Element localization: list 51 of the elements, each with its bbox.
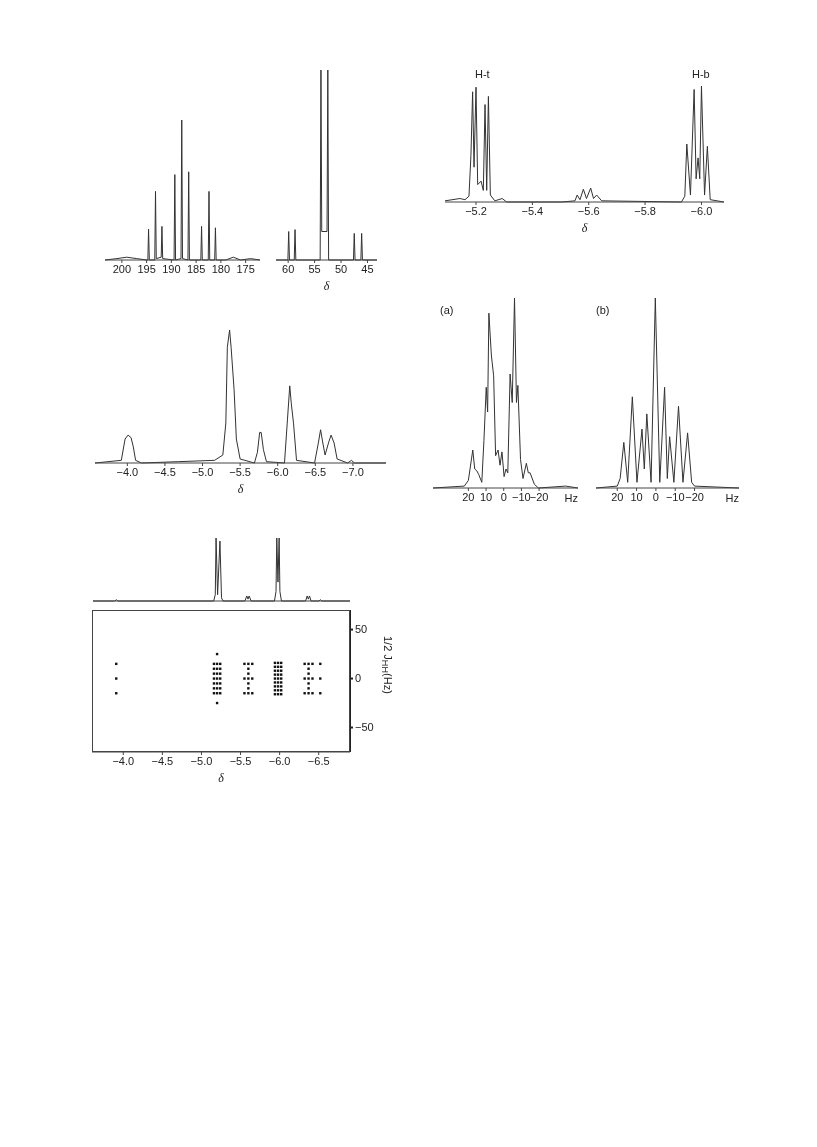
x-tick-label: 175 (236, 262, 255, 275)
x-tick-label: −5.4 (521, 204, 544, 217)
x-tick-label: 10 (630, 490, 643, 503)
x-tick-label: 0 (652, 490, 659, 503)
x-tick-label: −6.0 (690, 204, 713, 217)
x-tick-label: 190 (162, 262, 181, 275)
x-tick-label: 180 (211, 262, 231, 275)
x-tick-label: −4.0 (112, 754, 135, 767)
x-axis-title: δ (217, 771, 225, 786)
text: (b) (596, 304, 610, 316)
x-tick-label: −10 (512, 490, 531, 503)
x-tick-label: −4.5 (154, 465, 176, 478)
x-tick-label: −6.0 (268, 754, 291, 767)
x-axis-title: Hz (564, 492, 578, 504)
x-tick-label: −20 (529, 490, 549, 503)
x-axis-title: δ (236, 482, 245, 497)
x-tick-label: 200 (112, 262, 132, 275)
x-tick-label: −7.0 (342, 465, 364, 478)
x-tick-label: −5.2 (465, 204, 487, 217)
x-axis-title: Hz (725, 492, 739, 504)
x-tick-label: 185 (186, 262, 206, 275)
x-tick-label: 60 (282, 262, 295, 275)
y-tick-label: 50 (355, 623, 368, 636)
x-tick-label: 55 (308, 262, 321, 275)
x-tick-label: 50 (334, 262, 348, 275)
x-tick-label: −5.5 (229, 754, 252, 767)
x-tick-label: 195 (137, 262, 156, 275)
text: (a) (440, 304, 454, 316)
x-tick-label: −4.5 (151, 754, 174, 767)
text: H-b (692, 68, 710, 80)
text: H-t (475, 68, 490, 80)
x-tick-label: −5.5 (229, 465, 251, 478)
x-tick-label: −20 (685, 490, 704, 503)
x-axis-title: δ (580, 221, 589, 236)
x-tick-label: 10 (479, 490, 493, 503)
y-tick-label: −50 (355, 721, 374, 734)
x-axis-title: δ (322, 279, 331, 294)
x-tick-label: −6.0 (266, 465, 289, 478)
y-tick-label: 0 (355, 672, 362, 685)
x-tick-label: −5.0 (191, 465, 214, 478)
x-tick-label: −5.0 (190, 754, 213, 767)
x-tick-label: −6.5 (304, 465, 327, 478)
x-tick-label: −10 (665, 490, 685, 503)
x-tick-label: −4.0 (116, 465, 139, 478)
x-tick-label: 45 (361, 262, 374, 275)
x-tick-label: 20 (462, 490, 475, 503)
x-tick-label: −5.8 (634, 204, 656, 217)
x-tick-label: −5.6 (577, 204, 600, 217)
x-tick-label: 0 (500, 490, 507, 503)
x-tick-label: −6.5 (307, 754, 330, 767)
x-tick-label: 20 (611, 490, 624, 503)
